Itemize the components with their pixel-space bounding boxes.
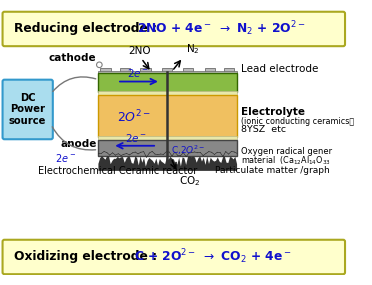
Text: Electrolyte: Electrolyte [241, 107, 305, 117]
Text: N$_2$: N$_2$ [186, 43, 200, 56]
Text: Electrochemical Ceramic reactor: Electrochemical Ceramic reactor [38, 166, 197, 176]
Text: $2e^-$: $2e^-$ [127, 67, 150, 79]
Bar [100, 68, 110, 75]
Text: C + 2O$^{2-}$ $\rightarrow$ CO$_2$ + 4e$^-$: C + 2O$^{2-}$ $\rightarrow$ CO$_2$ + 4e$… [134, 248, 292, 266]
Text: CO$_2$: CO$_2$ [179, 175, 201, 188]
Text: material  (Ca$_{12}$Al$_{14}$O$_{33}$: material (Ca$_{12}$Al$_{14}$O$_{33}$ [241, 154, 331, 167]
Bar [99, 73, 237, 92]
Text: $2e^-$: $2e^-$ [55, 152, 76, 164]
Text: Oxidizing electrode :: Oxidizing electrode : [14, 251, 161, 263]
Bar [99, 71, 237, 74]
Bar [162, 68, 172, 75]
Text: 2NO + 4e$^-$ $\rightarrow$ N$_2$ + 2O$^{2-}$: 2NO + 4e$^-$ $\rightarrow$ N$_2$ + 2O$^{… [138, 20, 306, 38]
FancyBboxPatch shape [3, 240, 345, 274]
Bar [99, 140, 237, 156]
Text: Particulate matter /graph: Particulate matter /graph [215, 166, 330, 175]
Bar [99, 95, 237, 137]
Bar [99, 137, 237, 141]
Text: $2e^-$: $2e^-$ [125, 132, 147, 144]
Bar [224, 68, 234, 75]
Text: anode: anode [60, 139, 97, 149]
Text: cathode: cathode [49, 53, 97, 63]
Text: Lead electrode: Lead electrode [241, 64, 318, 74]
Polygon shape [99, 156, 237, 171]
Bar [99, 91, 237, 95]
FancyBboxPatch shape [3, 12, 345, 46]
Text: DC
Power
source: DC Power source [9, 93, 46, 126]
Text: (ionic conducting ceramics）: (ionic conducting ceramics） [241, 117, 354, 126]
Bar [205, 68, 215, 75]
Bar [120, 68, 130, 75]
Text: Reducing electrode :: Reducing electrode : [14, 23, 161, 35]
Text: 8YSZ  etc: 8YSZ etc [241, 125, 286, 135]
Circle shape [97, 62, 102, 68]
Text: 2NO: 2NO [128, 46, 151, 56]
Text: Oxygen radical gener: Oxygen radical gener [241, 147, 332, 156]
Text: C,$2O^{2-}$: C,$2O^{2-}$ [171, 144, 205, 157]
Bar [140, 68, 151, 75]
Text: $2O^{2-}$: $2O^{2-}$ [117, 109, 151, 125]
Bar [183, 68, 193, 75]
FancyBboxPatch shape [3, 80, 53, 139]
